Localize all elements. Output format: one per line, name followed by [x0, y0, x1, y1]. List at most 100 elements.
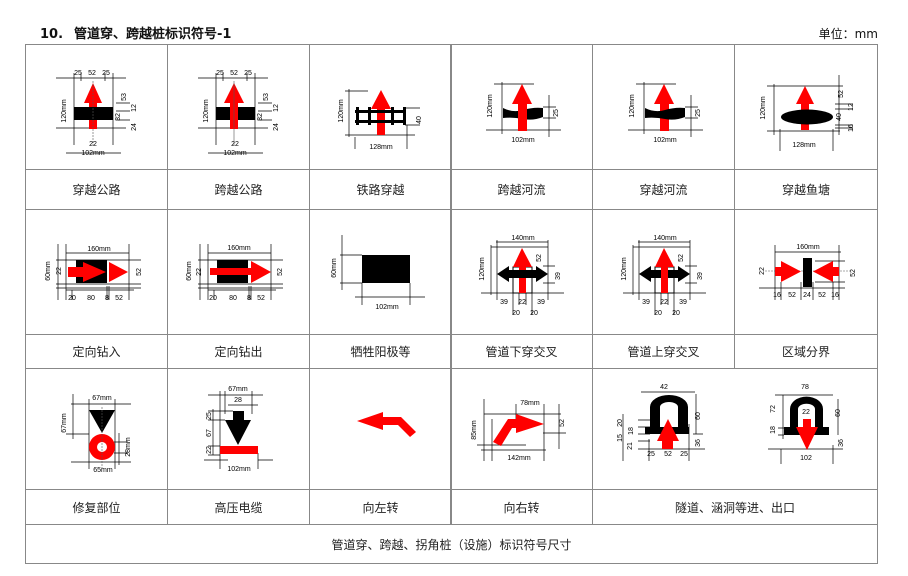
label-cell: 区域分界 [734, 334, 878, 369]
dimension-label: 120mm [621, 257, 628, 281]
dimension-label: 52 [115, 295, 123, 302]
label-cell: 穿越河流 [592, 169, 735, 210]
dimension-label: 12 [131, 104, 138, 112]
dimension-label: 36 [838, 439, 845, 447]
dimension-label: 39 [555, 272, 562, 280]
dimension-label: 28 [234, 397, 242, 404]
symbol-cell-fishpond-crossing: 120mm 52 12 40 16 128mm [734, 44, 878, 170]
dimension-label: 15 [617, 434, 624, 442]
label-cell: 隧道、涵洞等进、出口 [592, 489, 878, 525]
symbol-cell-directional-drill-out: 160mm 60mm 22 52 20 80 8 52 [167, 209, 310, 335]
dimension-label: 60mm [331, 258, 338, 278]
dimension-label: 128mm [792, 142, 816, 149]
dimension-label: 16 [773, 292, 781, 299]
symbol-table: 25 52 25 120mm 53 12 32 24 22 102mm 25 52 25 120mm 53… [25, 44, 878, 564]
repair-location-symbol: 67mm 67mm 28mm 65mm [61, 394, 132, 474]
label-cell: 定向钻出 [167, 334, 310, 369]
dimension-label: 25 [695, 109, 702, 117]
dimension-label: 22 [802, 409, 810, 416]
symbol-cell-railway-crossing: 120mm 40 128mm [309, 44, 452, 170]
symbol-cell-sacrificial-anode: 60mm 102mm [309, 209, 452, 335]
dimension-label: 102 [800, 455, 812, 462]
dimension-label: 16 [831, 292, 839, 299]
label-cell: 定向钻入 [25, 334, 168, 369]
symbol-label: 跨越公路 [214, 183, 263, 197]
label-cell: 跨越河流 [450, 169, 593, 210]
dimension-label: 102mm [227, 466, 251, 473]
symbol-cell-repair-location: 67mm 67mm 28mm 65mm [25, 368, 168, 490]
dimension-label: 39 [537, 299, 545, 306]
railway-crossing-symbol: 120mm 40 128mm [338, 89, 423, 151]
dimension-label: 52 [678, 254, 685, 262]
dimension-label: 160mm [227, 245, 251, 252]
directional-drill-out-symbol: 160mm 60mm 22 52 20 80 8 52 [186, 244, 284, 302]
dimension-label: 120mm [338, 99, 345, 123]
dimension-label: 67mm [92, 395, 112, 402]
dimension-label: 25 [74, 70, 82, 77]
turn-right-arrow-symbol: 78mm 52 85mm 142mm [471, 399, 566, 462]
dimension-label: 22 [660, 299, 668, 306]
river-overpass-symbol: 120mm 25 102mm [486, 82, 561, 144]
dimension-label: 60mm [186, 261, 193, 281]
dimension-label: 67mm [61, 413, 68, 433]
label-cell: 铁路穿越 [309, 169, 452, 210]
high-voltage-cable-symbol: 67mm 28 25 67 22 102mm [204, 386, 273, 473]
dimension-label: 120mm [203, 99, 210, 123]
dimension-label: 25 [102, 70, 110, 77]
dimension-label: 120mm [629, 94, 636, 118]
dimension-label: 24 [131, 123, 138, 131]
dimension-label: 52 [88, 70, 96, 77]
dimension-label: 32 [115, 113, 122, 121]
symbol-label: 高压电缆 [214, 500, 263, 515]
dimension-label: 60 [695, 412, 702, 420]
label-cell: 修复部位 [25, 489, 168, 525]
dimension-label: 8 [247, 295, 251, 302]
dimension-label: 102mm [511, 137, 535, 144]
dimension-label: 42 [660, 384, 668, 391]
symbol-cell-river-crossing: 120mm 25 102mm [592, 44, 735, 170]
dimension-label: 52 [257, 295, 265, 302]
symbol-cell-pipeline-over-crossing: 140mm 120mm 52 39 39 22 39 20 20 [592, 209, 735, 335]
dimension-label: 102mm [653, 137, 677, 144]
dimension-label: 22 [231, 141, 239, 148]
label-cell: 穿越公路 [25, 169, 168, 210]
dimension-label: 120mm [487, 94, 494, 118]
dimension-label: 52 [536, 254, 543, 262]
dimension-label: 52 [850, 269, 857, 277]
dimension-label: 52 [664, 451, 672, 458]
label-cell: 穿越鱼塘 [734, 169, 878, 210]
dimension-label: 52 [277, 268, 284, 276]
table-caption: 管道穿、跨越、拐角桩（设施）标识符号尺寸 [331, 537, 572, 552]
river-crossing-symbol: 120mm 25 102mm [628, 82, 703, 144]
dimension-label: 67 [206, 429, 213, 437]
dimension-label: 22 [759, 267, 766, 275]
dimension-label: 40 [836, 113, 843, 121]
dimension-label: 60 [835, 409, 842, 417]
label-cell: 向左转 [309, 489, 452, 525]
dimension-label: 20 [68, 295, 76, 302]
table-caption-cell: 管道穿、跨越、拐角桩（设施）标识符号尺寸 [25, 524, 878, 564]
dimension-label: 40 [416, 116, 423, 124]
symbol-cell-tunnel-entrance-exit: 42 60 20 18 15 21 36 25 52 25 78 72 60 22 18 36 102 [592, 368, 878, 490]
dimension-label: 53 [263, 93, 270, 101]
dimension-label: 52 [136, 268, 143, 276]
dimension-label: 85mm [471, 420, 478, 440]
dimension-label: 22 [206, 446, 213, 454]
symbol-label: 穿越鱼塘 [781, 183, 830, 197]
unit-label: 单位：mm [818, 27, 878, 41]
symbol-label: 牺牲阳极等 [350, 345, 411, 359]
symbol-label: 定向钻出 [214, 345, 263, 359]
section-title: 10. 管道穿、跨越桩标识符号-1 [40, 23, 231, 42]
symbol-label: 穿越公路 [72, 183, 121, 197]
dimension-label: 16 [848, 124, 855, 132]
dimension-label: 102mm [223, 150, 247, 157]
dimension-label: 18 [628, 427, 635, 435]
dimension-label: 25 [244, 70, 252, 77]
dimension-label: 102mm [375, 304, 399, 311]
symbol-label: 区域分界 [781, 345, 830, 359]
dimension-label: 20 [654, 310, 662, 317]
